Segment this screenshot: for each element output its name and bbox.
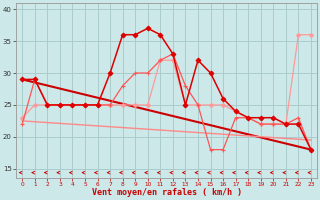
X-axis label: Vent moyen/en rafales ( km/h ): Vent moyen/en rafales ( km/h ): [92, 188, 242, 197]
